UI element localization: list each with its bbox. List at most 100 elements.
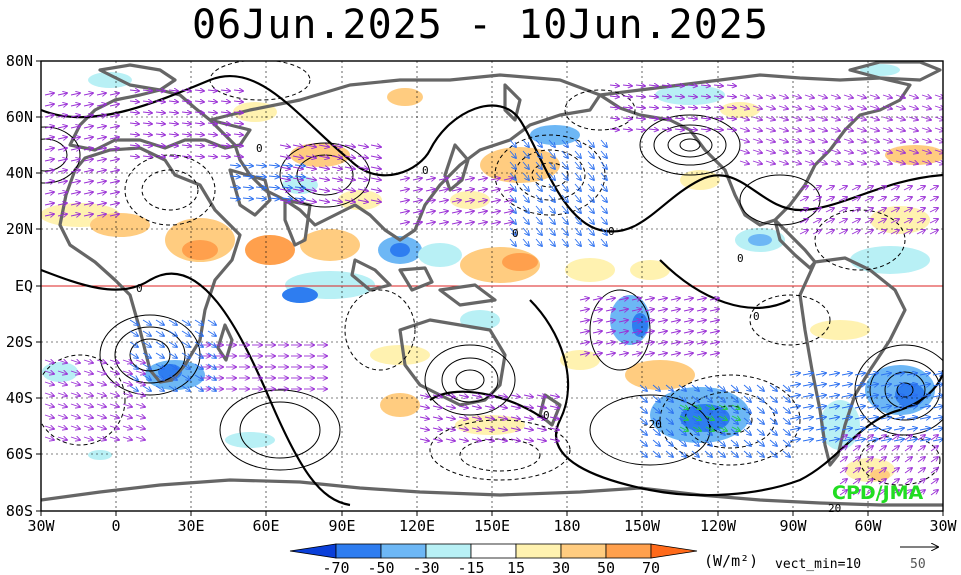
flux-vector — [522, 238, 529, 246]
flux-vector — [839, 446, 847, 452]
flux-vector — [438, 178, 448, 180]
flux-vector — [854, 384, 865, 386]
flux-vector — [561, 216, 568, 224]
flux-vector — [605, 331, 615, 333]
flux-vector — [509, 172, 516, 180]
flux-vector — [765, 106, 775, 109]
flux-vector — [242, 165, 253, 166]
flux-vector — [700, 118, 710, 119]
flux-vector — [622, 96, 632, 97]
flux-vector — [639, 417, 647, 424]
flux-vector — [670, 353, 680, 355]
flux-vector — [561, 150, 568, 158]
flux-vector — [70, 214, 80, 216]
flux-vector — [135, 415, 145, 418]
flux-vector — [432, 417, 442, 419]
flux-vector — [44, 360, 54, 363]
flux-vector — [929, 219, 938, 223]
flux-vector — [44, 192, 54, 194]
flux-vector — [70, 115, 80, 117]
flux-vector — [600, 139, 607, 147]
flux-vector — [932, 406, 943, 408]
flux-vector — [96, 393, 106, 396]
flux-vector — [535, 183, 542, 191]
flux-vector — [709, 309, 719, 311]
flux-vector — [893, 406, 904, 408]
flux-vector — [318, 156, 329, 158]
flux-vector — [96, 170, 106, 172]
flux-vector — [432, 439, 442, 441]
flux-vector — [843, 95, 853, 98]
flux-vector — [674, 85, 684, 86]
flux-vector — [704, 450, 712, 457]
flux-vector — [194, 352, 203, 358]
flux-vector — [57, 437, 67, 440]
flux-vector — [916, 230, 925, 234]
flux-vector — [242, 187, 253, 188]
flux-vector — [370, 167, 381, 169]
flux-vector — [817, 161, 827, 164]
svg-text:60W: 60W — [854, 517, 882, 535]
flux-vector — [129, 374, 138, 380]
flux-vector — [194, 134, 204, 135]
flux-vector — [843, 106, 853, 109]
flux-vector — [268, 165, 279, 166]
flux-vector — [357, 178, 368, 180]
flux-vector — [817, 106, 827, 109]
flux-vector — [769, 450, 777, 457]
flux-vector — [683, 309, 693, 311]
flux-vector — [255, 176, 266, 177]
flux-vector — [726, 85, 736, 86]
flux-vector — [233, 156, 243, 157]
flux-vector — [600, 227, 607, 235]
flux-vector — [839, 435, 847, 441]
flux-vector — [344, 178, 355, 180]
flux-vector — [880, 439, 891, 441]
flux-vector — [921, 95, 931, 98]
flux-vector — [661, 129, 671, 130]
flux-vector — [451, 178, 461, 180]
flux-vector — [726, 96, 736, 97]
flux-vector — [129, 330, 138, 336]
flux-vector — [756, 417, 764, 424]
flux-vector — [535, 227, 542, 235]
flux-vector — [155, 101, 165, 102]
svg-text:0: 0 — [608, 225, 615, 238]
flux-vector — [691, 406, 699, 413]
flux-vector — [168, 134, 178, 135]
flux-vector — [639, 428, 647, 435]
flux-vector — [70, 126, 80, 128]
flux-vector — [867, 384, 878, 386]
flux-vector — [789, 373, 800, 375]
flux-vector — [652, 384, 660, 391]
flux-vector — [523, 428, 533, 430]
flux-vector — [867, 417, 878, 419]
svg-text:180: 180 — [553, 517, 580, 535]
flux-vector — [109, 360, 119, 363]
flux-vector — [828, 384, 839, 386]
flux-vector — [438, 222, 448, 224]
flux-vector — [704, 428, 712, 435]
flux-vector — [464, 211, 474, 213]
flux-vector — [207, 156, 217, 157]
flux-vector — [631, 298, 641, 300]
flux-vector — [44, 148, 54, 150]
flux-vector — [856, 161, 866, 164]
flux-vector — [791, 95, 801, 98]
svg-text:150E: 150E — [474, 517, 510, 535]
flux-vector — [691, 395, 699, 402]
flux-vector — [142, 363, 151, 369]
flux-vector — [96, 437, 106, 440]
colorbar-label-2: -30 — [412, 559, 439, 575]
flux-vector — [522, 194, 529, 202]
flux-vector — [930, 457, 938, 463]
flux-vector — [917, 457, 925, 463]
flux-vector — [865, 446, 873, 452]
flux-vector — [70, 148, 80, 150]
flux-vector — [57, 181, 67, 183]
flux-vector — [692, 405, 701, 409]
vector-min-note: vect_min=10 — [775, 557, 861, 572]
flux-vector — [877, 208, 886, 212]
flux-vector — [709, 298, 719, 300]
flux-vector — [490, 178, 500, 180]
